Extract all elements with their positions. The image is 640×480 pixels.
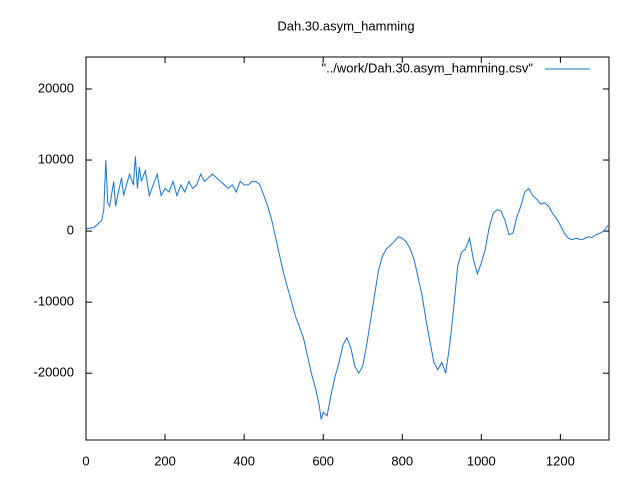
x-tick-label: 0 bbox=[82, 453, 89, 468]
x-tick-label: 800 bbox=[391, 453, 413, 468]
y-tick-label: -10000 bbox=[34, 294, 74, 309]
y-tick-label: 10000 bbox=[38, 151, 74, 166]
plot-border bbox=[85, 56, 610, 441]
y-tick-label: 0 bbox=[67, 223, 74, 238]
y-tick-label: -20000 bbox=[34, 365, 74, 380]
chart-title: Dah.30.asym_hamming bbox=[277, 18, 414, 33]
x-tick-label: 1200 bbox=[546, 453, 575, 468]
y-tick-label: 20000 bbox=[38, 80, 74, 95]
legend-label: "../work/Dah.30.asym_hamming.csv" bbox=[321, 60, 533, 75]
data-line bbox=[85, 156, 609, 420]
x-tick-label: 1000 bbox=[467, 453, 496, 468]
x-tick-label: 400 bbox=[233, 453, 255, 468]
x-tick-label: 600 bbox=[312, 453, 334, 468]
x-tick-label: 200 bbox=[154, 453, 176, 468]
